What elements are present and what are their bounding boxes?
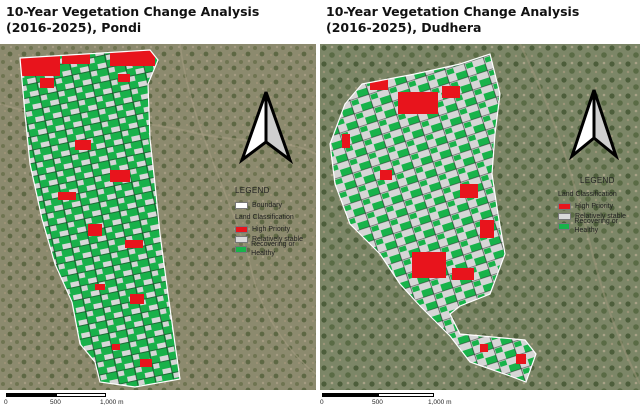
dudhera-title-line1: 10-Year Vegetation Change Analysis xyxy=(326,4,580,19)
dudhera-legend: LEGEND Land Classification High Priority… xyxy=(558,176,640,234)
scale-label-1000: 1,000 m xyxy=(100,399,124,406)
scale-label-1000: 1,000 m xyxy=(428,399,452,406)
scale-label-500: 500 xyxy=(50,399,61,406)
relatively-stable-swatch xyxy=(235,235,248,243)
pondi-boundary xyxy=(19,49,181,388)
dudhera-satellite-map[interactable]: LEGEND Land Classification High Priority… xyxy=(320,44,640,390)
scale-label-0: 0 xyxy=(320,399,324,406)
pondi-title-line2: (2016-2025), Pondi xyxy=(6,20,142,35)
dudhera-scale-bar: 0 500 1,000 m xyxy=(320,393,460,413)
dudhera-boundary xyxy=(329,53,537,383)
recovering-swatch xyxy=(235,245,248,253)
recovering-swatch xyxy=(558,222,571,230)
dudhera-map-title: 10-Year Vegetation Change Analysis (2016… xyxy=(326,4,636,36)
dudhera-legend-classification-label: Land Classification xyxy=(558,191,617,198)
high-priority-swatch xyxy=(235,225,248,233)
scale-label-500: 500 xyxy=(372,399,383,406)
pondi-title-line1: 10-Year Vegetation Change Analysis xyxy=(6,4,260,19)
pondi-legend-high-priority: High Priority xyxy=(235,224,315,234)
dudhera-map-canvas xyxy=(320,44,640,390)
dudhera-title-line2: (2016-2025), Dudhera xyxy=(326,20,482,35)
dudhera-legend-title: LEGEND xyxy=(580,176,615,185)
boundary-swatch xyxy=(235,201,248,209)
dudhera-legend-recovering: Recovering or Healthy xyxy=(558,218,640,234)
pondi-legend-relatively-stable: Relatively stable xyxy=(235,234,315,244)
scale-segment-2 xyxy=(56,393,106,397)
pondi-legend-title: LEGEND xyxy=(235,186,270,195)
pondi-map-panel: 10-Year Vegetation Change Analysis (2016… xyxy=(0,4,316,413)
pondi-high-priority-patches xyxy=(20,50,155,367)
pondi-map-title: 10-Year Vegetation Change Analysis (2016… xyxy=(6,4,316,36)
pondi-legend-boundary: Boundary xyxy=(235,200,315,210)
pondi-legend-classification-label: Land Classification xyxy=(235,214,294,221)
dudhera-legend-high-priority: High Priority xyxy=(558,201,640,211)
pondi-legend-recovering: Recovering or Healthy xyxy=(235,241,315,257)
dudhera-map-panel: 10-Year Vegetation Change Analysis (2016… xyxy=(320,0,640,414)
relatively-stable-swatch xyxy=(558,212,571,220)
scale-label-0: 0 xyxy=(4,399,8,406)
scale-segment-1 xyxy=(6,393,56,397)
north-arrow-icon xyxy=(238,91,294,164)
north-arrow-icon xyxy=(569,89,619,160)
pondi-legend: LEGEND Boundary Land Classification High… xyxy=(235,186,315,257)
pondi-satellite-map[interactable]: LEGEND Boundary Land Classification High… xyxy=(0,44,316,390)
scale-segment-2 xyxy=(378,393,434,397)
pondi-scale-bar: 0 500 1,000 m xyxy=(4,393,144,413)
dudhera-legend-relatively-stable: Relatively stable xyxy=(558,211,640,221)
high-priority-swatch xyxy=(558,202,571,210)
scale-segment-1 xyxy=(322,393,378,397)
